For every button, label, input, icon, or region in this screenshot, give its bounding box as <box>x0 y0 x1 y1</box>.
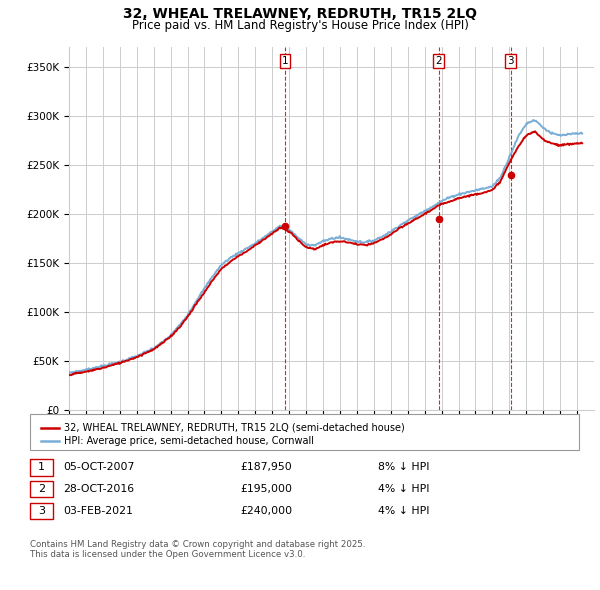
Text: 2: 2 <box>436 56 442 66</box>
Text: 1: 1 <box>282 56 289 66</box>
Text: 32, WHEAL TRELAWNEY, REDRUTH, TR15 2LQ: 32, WHEAL TRELAWNEY, REDRUTH, TR15 2LQ <box>123 7 477 21</box>
Text: Price paid vs. HM Land Registry's House Price Index (HPI): Price paid vs. HM Land Registry's House … <box>131 19 469 32</box>
Text: 4% ↓ HPI: 4% ↓ HPI <box>378 506 430 516</box>
Text: 3: 3 <box>508 56 514 66</box>
Text: 4% ↓ HPI: 4% ↓ HPI <box>378 484 430 494</box>
Text: 1: 1 <box>38 463 45 473</box>
Text: 32, WHEAL TRELAWNEY, REDRUTH, TR15 2LQ (semi-detached house): 32, WHEAL TRELAWNEY, REDRUTH, TR15 2LQ (… <box>64 423 404 432</box>
Text: £195,000: £195,000 <box>240 484 292 494</box>
Text: £187,950: £187,950 <box>240 463 292 473</box>
Text: 2: 2 <box>38 484 45 494</box>
Text: £240,000: £240,000 <box>240 506 292 516</box>
Text: HPI: Average price, semi-detached house, Cornwall: HPI: Average price, semi-detached house,… <box>64 436 314 445</box>
Text: 28-OCT-2016: 28-OCT-2016 <box>63 484 134 494</box>
Text: 03-FEB-2021: 03-FEB-2021 <box>63 506 133 516</box>
Text: 8% ↓ HPI: 8% ↓ HPI <box>378 463 430 473</box>
Text: Contains HM Land Registry data © Crown copyright and database right 2025.
This d: Contains HM Land Registry data © Crown c… <box>30 540 365 559</box>
Text: 05-OCT-2007: 05-OCT-2007 <box>63 463 134 473</box>
Text: 3: 3 <box>38 506 45 516</box>
